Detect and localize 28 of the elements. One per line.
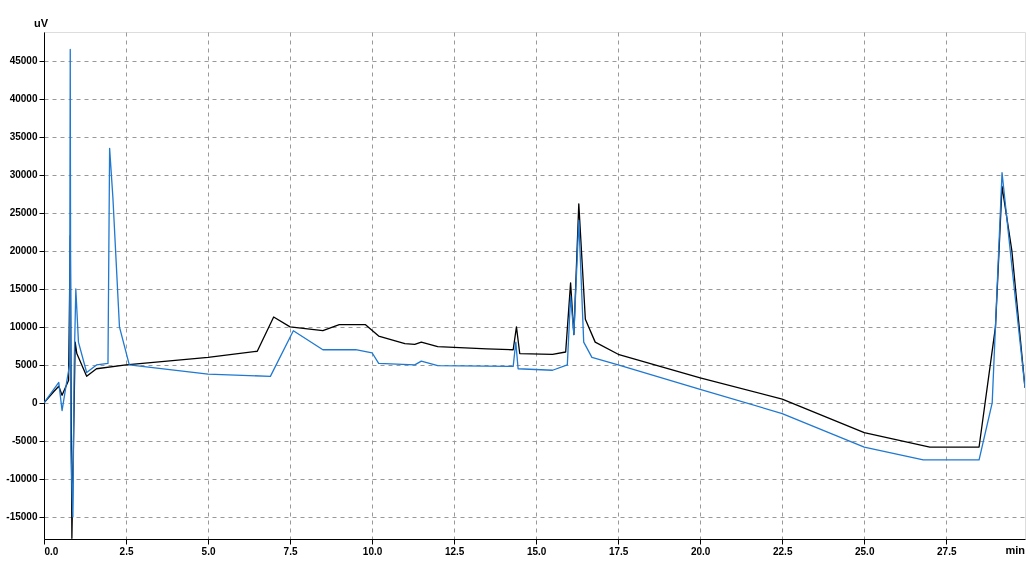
x-axis-title: min (1005, 544, 1026, 556)
y-tick-label: 35000 (9, 131, 38, 143)
x-tick-label: 0.0 (44, 545, 59, 557)
x-tick-label: 22.5 (772, 545, 793, 557)
x-tick-label: 20.0 (690, 545, 711, 557)
y-tick-label: 40000 (9, 93, 38, 105)
y-tick-label: 15000 (9, 283, 38, 295)
y-tick-label: 25000 (9, 207, 38, 219)
x-tick-label: 12.5 (444, 545, 465, 557)
y-tick-label: -5000 (11, 435, 38, 447)
x-tick-label: 10.0 (362, 545, 383, 557)
y-tick-label: -10000 (6, 473, 38, 485)
x-tick-label: 5.0 (201, 545, 216, 557)
line-series (44, 48, 1025, 518)
x-tick-label: 25.0 (855, 545, 875, 557)
y-tick-label: 10000 (9, 321, 38, 333)
x-tick-label: 15.0 (526, 545, 547, 557)
y-axis-title: uV (34, 17, 49, 29)
x-tick-label: 27.5 (937, 545, 957, 557)
x-tick-label: 7.5 (283, 545, 298, 557)
y-tick-label: 5000 (15, 359, 38, 371)
y-tick-label: 0 (31, 397, 38, 409)
x-tick-label: 2.5 (119, 545, 134, 557)
y-tick-label: 45000 (9, 55, 38, 67)
y-tick-label: 30000 (9, 169, 38, 181)
x-tick-label: 17.5 (608, 545, 629, 557)
y-tick-label: -15000 (6, 511, 38, 523)
y-tick-label: 20000 (9, 245, 38, 257)
